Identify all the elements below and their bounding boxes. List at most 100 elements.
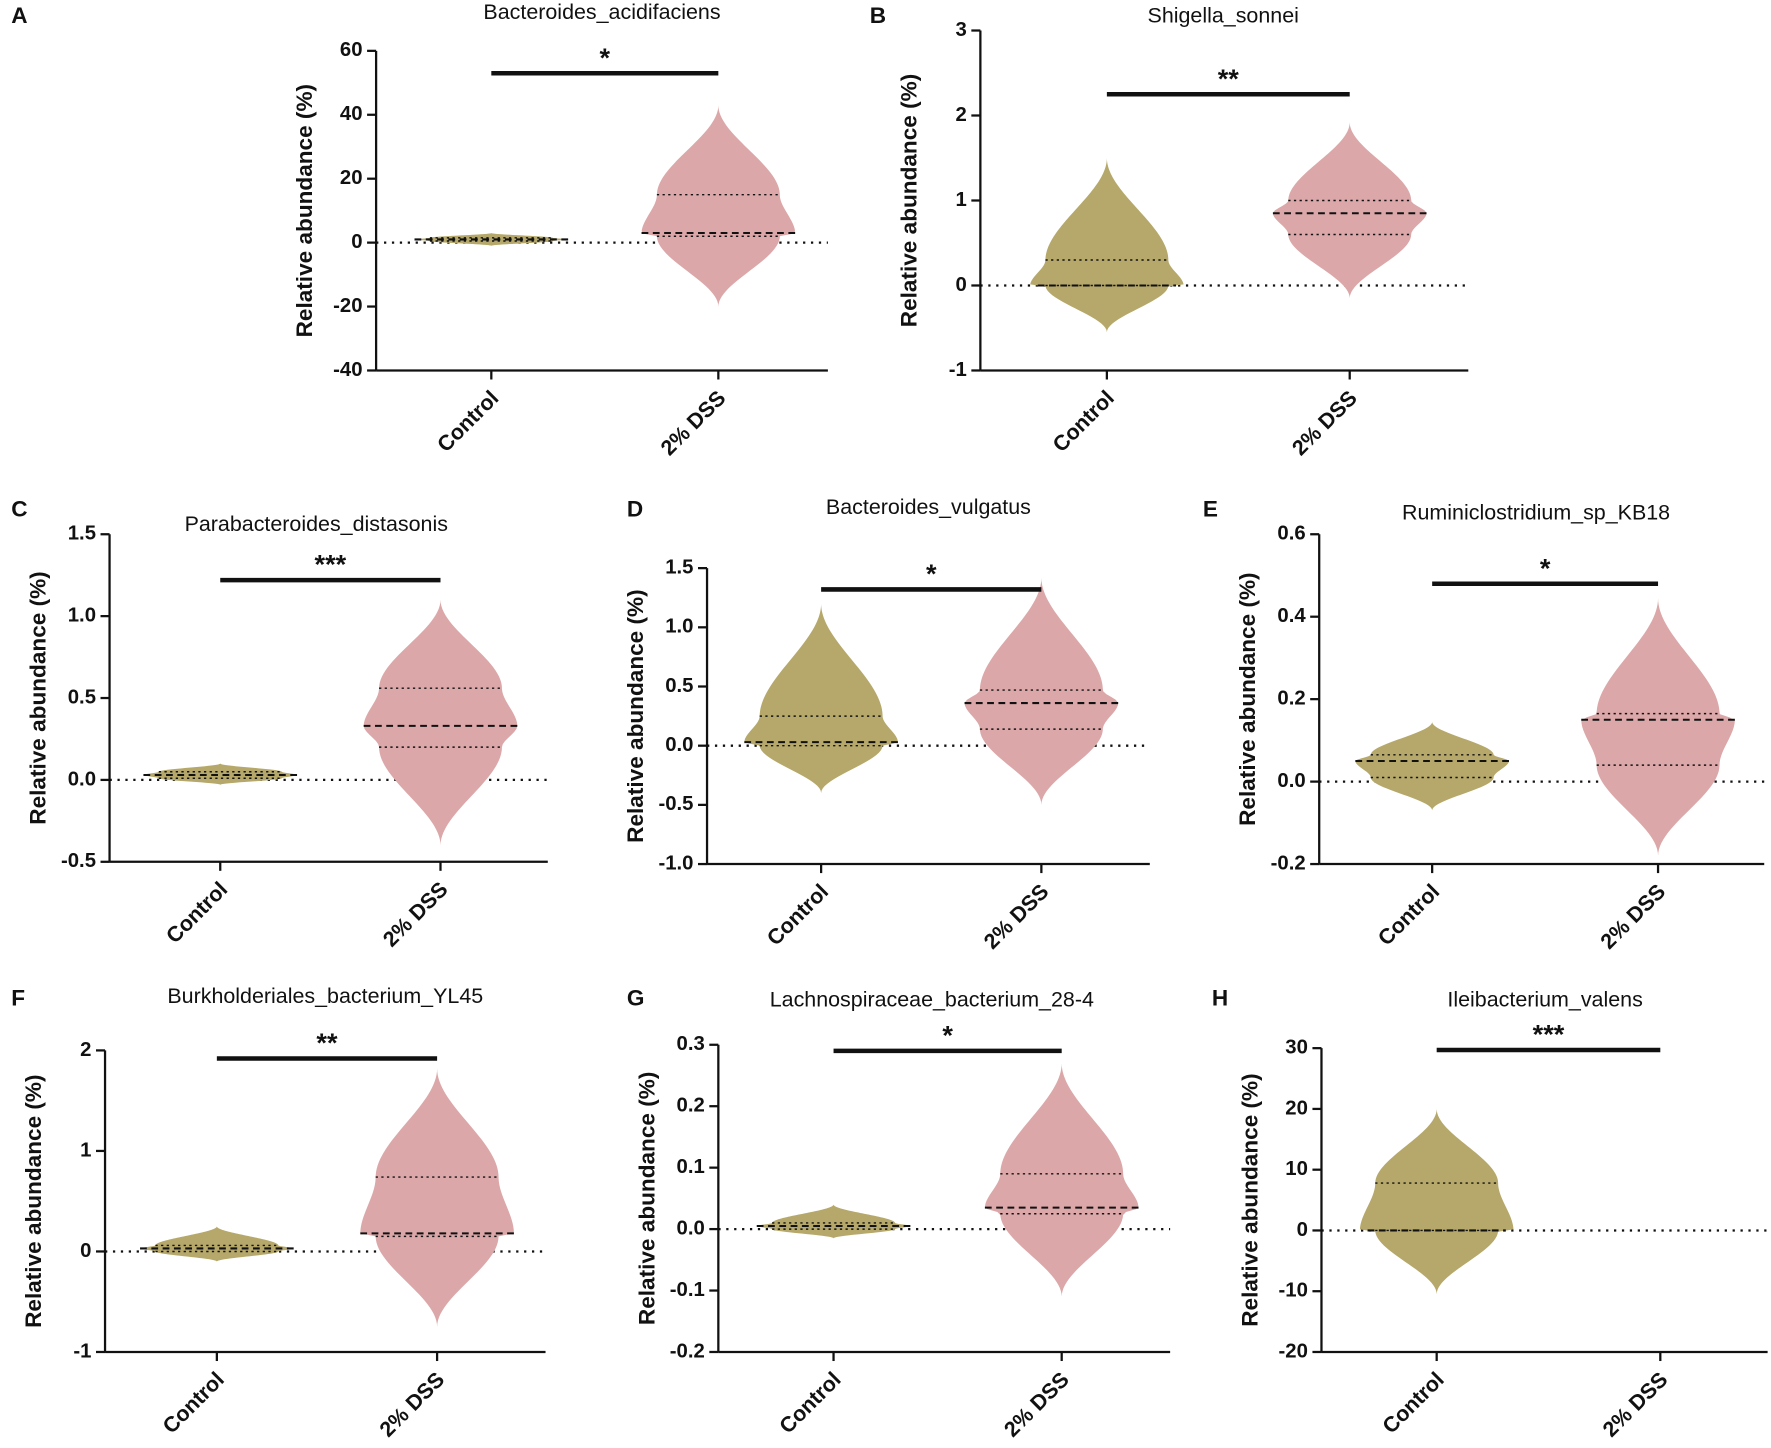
x-tick-label: Control xyxy=(161,877,232,948)
y-axis-label: Relative abundance (%) xyxy=(1235,572,1260,825)
chart-title: Ruminiclostridium_sp_KB18 xyxy=(1402,501,1670,525)
y-tick-label: 0.0 xyxy=(68,768,96,790)
x-tick-label: 2% DSS xyxy=(979,879,1053,953)
y-axis-label: Relative abundance (%) xyxy=(26,571,51,824)
panel-label: A xyxy=(11,3,27,28)
y-axis-label: Relative abundance (%) xyxy=(292,84,317,337)
panel-label: C xyxy=(11,497,27,522)
y-tick-label: -1.0 xyxy=(658,852,693,874)
significance-label: *** xyxy=(1533,1019,1565,1050)
y-tick-label: 0.4 xyxy=(1277,605,1306,627)
y-tick-label: 1.5 xyxy=(68,523,96,545)
chart-title: Burkholderiales_bacterium_YL45 xyxy=(167,984,483,1008)
violin xyxy=(1030,157,1184,333)
x-tick-label: 2% DSS xyxy=(378,877,452,951)
y-tick-label: 0.3 xyxy=(677,1033,705,1055)
x-tick-label: Control xyxy=(158,1367,229,1438)
violin xyxy=(143,763,298,785)
y-tick-label: -10 xyxy=(1279,1280,1308,1302)
y-tick-label: -1 xyxy=(73,1340,91,1362)
y-tick-label: -40 xyxy=(333,359,362,381)
y-tick-label: 0 xyxy=(80,1240,91,1262)
panel-label: D xyxy=(627,497,643,522)
significance-label: *** xyxy=(315,549,347,580)
y-tick-label: 0.0 xyxy=(665,734,693,756)
y-tick-label: 60 xyxy=(340,39,363,61)
y-tick-label: -20 xyxy=(1279,1340,1308,1362)
chart-title: Ileibacterium_valens xyxy=(1447,987,1642,1011)
panel-label: F xyxy=(11,986,25,1011)
significance-label: * xyxy=(600,42,611,73)
x-tick-label: Control xyxy=(762,879,833,950)
y-tick-label: 1 xyxy=(956,189,967,211)
violin xyxy=(1581,598,1735,856)
chart-panel: C Parabacteroides_distasonis Relative abun… xyxy=(11,497,548,951)
y-tick-label: -0.5 xyxy=(658,793,693,815)
violin xyxy=(984,1063,1139,1297)
y-tick-label: 1.0 xyxy=(665,616,693,638)
violin xyxy=(1359,1108,1514,1295)
y-tick-label: -0.2 xyxy=(670,1340,705,1362)
y-tick-label: 1.5 xyxy=(665,557,693,579)
violin xyxy=(363,599,518,846)
x-tick-label: Control xyxy=(1373,879,1444,950)
x-tick-label: Control xyxy=(1048,386,1119,457)
chart-title: Parabacteroides_distasonis xyxy=(185,512,448,536)
y-tick-label: 0.0 xyxy=(1277,770,1305,792)
y-tick-label: 2 xyxy=(956,104,967,126)
panel-label: H xyxy=(1212,986,1228,1011)
chart-title: Bacteroides_vulgatus xyxy=(826,495,1031,519)
y-tick-label: 0 xyxy=(351,231,362,253)
y-tick-label: 0.6 xyxy=(1277,523,1305,545)
panel-label: E xyxy=(1203,497,1218,522)
violin xyxy=(1273,122,1427,299)
y-tick-label: 1.0 xyxy=(68,605,96,627)
significance-label: ** xyxy=(316,1027,338,1058)
chart-panel: A Bacteroides_acidifaciens Relative abunda… xyxy=(11,0,828,460)
chart-panel: H Ileibacterium_valens Relative abundance … xyxy=(1212,986,1768,1442)
y-tick-label: 0.5 xyxy=(665,675,693,697)
violin xyxy=(964,577,1119,805)
y-tick-label: -20 xyxy=(333,295,362,317)
chart-panel: D Bacteroides_vulgatus Relative abundance … xyxy=(623,495,1150,954)
y-axis-label: Relative abundance (%) xyxy=(21,1074,46,1327)
x-tick-label: 2% DSS xyxy=(1596,879,1670,953)
y-tick-label: 10 xyxy=(1285,1158,1308,1180)
panel-label: B xyxy=(870,3,886,28)
y-tick-label: 2 xyxy=(80,1039,91,1061)
chart-panel: F Burkholderiales_bacterium_YL45 Relative … xyxy=(11,984,546,1442)
chart-title: Bacteroides_acidifaciens xyxy=(483,0,720,24)
y-tick-label: 3 xyxy=(956,19,967,41)
y-tick-label: -1 xyxy=(949,359,967,381)
chart-panel: G Lachnospiraceae_bacterium_28-4 Relative … xyxy=(627,986,1171,1442)
y-axis-label: Relative abundance (%) xyxy=(623,589,648,842)
y-tick-label: 0.1 xyxy=(677,1156,705,1178)
y-tick-label: 0.0 xyxy=(677,1217,705,1239)
y-axis-label: Relative abundance (%) xyxy=(896,74,921,327)
x-tick-label: Control xyxy=(1378,1367,1449,1438)
y-tick-label: 20 xyxy=(340,167,363,189)
y-tick-label: -0.1 xyxy=(670,1279,705,1301)
violin xyxy=(360,1068,514,1327)
significance-label: ** xyxy=(1218,63,1240,94)
y-axis-label: Relative abundance (%) xyxy=(634,1072,659,1325)
x-tick-label: 2% DSS xyxy=(1288,386,1362,460)
x-tick-label: Control xyxy=(433,386,504,457)
violin xyxy=(1355,721,1509,811)
y-tick-label: 0 xyxy=(1297,1219,1308,1241)
significance-label: * xyxy=(926,558,937,589)
y-tick-label: -0.2 xyxy=(1271,852,1306,874)
y-tick-label: 30 xyxy=(1285,1037,1308,1059)
chart-title: Shigella_sonnei xyxy=(1148,4,1299,28)
violin xyxy=(756,1204,911,1239)
y-tick-label: 1 xyxy=(80,1139,91,1161)
chart-panel: E Ruminiclostridium_sp_KB18 Relative abund… xyxy=(1203,497,1765,954)
y-tick-label: 0.2 xyxy=(1277,688,1305,710)
significance-label: * xyxy=(1540,552,1551,583)
y-tick-label: 20 xyxy=(1285,1097,1308,1119)
chart-title: Lachnospiraceae_bacterium_28-4 xyxy=(770,987,1094,1011)
significance-label: * xyxy=(942,1020,953,1051)
x-tick-label: 2% DSS xyxy=(1598,1367,1672,1441)
chart-panel: B Shigella_sonnei Relative abundance (%) -1… xyxy=(870,3,1469,460)
